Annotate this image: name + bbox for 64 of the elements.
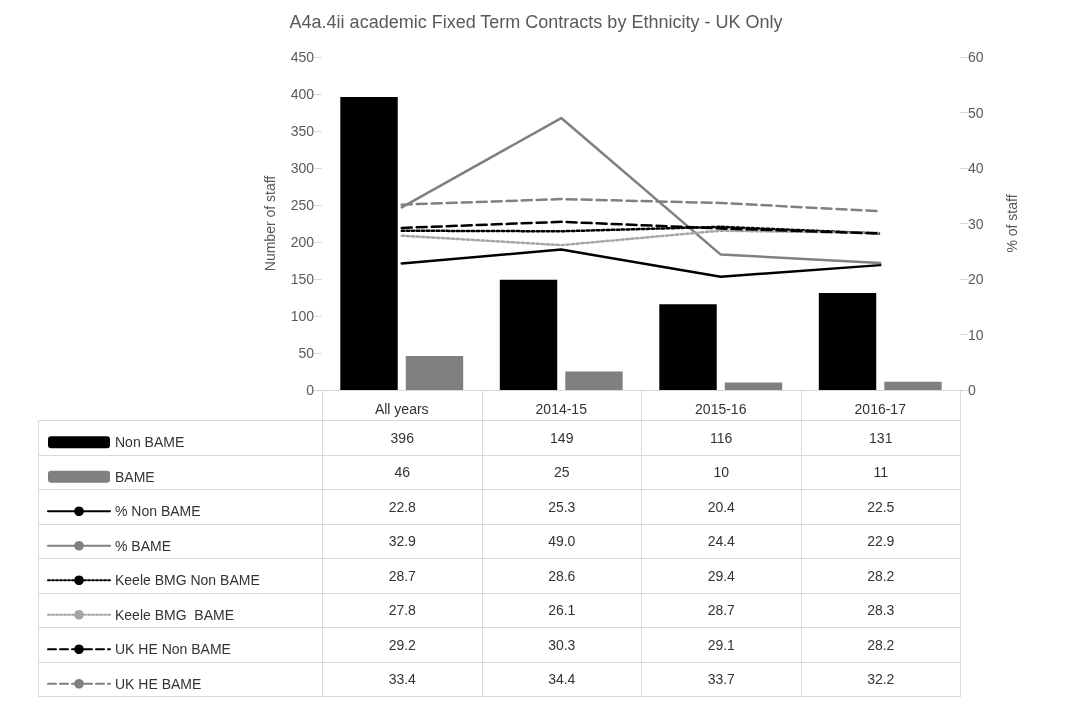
data-label: 25	[481, 454, 642, 490]
data-label: 22.5	[800, 489, 961, 525]
y-tick-label: 150	[290, 271, 315, 287]
y2-tick-label: 30	[968, 215, 984, 232]
legend-label: UK HE BAME	[115, 675, 202, 692]
legend-label: BAME	[115, 468, 155, 485]
data-label: 29.2	[322, 627, 483, 663]
data-label: 33.7	[641, 661, 802, 697]
data-label: 22.9	[800, 523, 961, 559]
data-label: 28.7	[641, 592, 802, 628]
y-tick-label: 450	[290, 49, 315, 65]
y2-tick-label: 10	[968, 326, 984, 343]
data-label: 29.1	[641, 627, 802, 663]
y-tick-label: 250	[290, 197, 315, 213]
x-tick-label: 2016-17	[854, 401, 907, 417]
data-label: 30.3	[481, 627, 642, 663]
data-label: 131	[800, 420, 961, 456]
y-tick-label: 100	[290, 308, 315, 324]
data-label: 28.2	[800, 558, 961, 594]
y2-tick-label: 60	[968, 49, 984, 65]
data-label: 29.4	[641, 558, 802, 594]
y-tick-label: 50	[298, 345, 315, 361]
y2-tick-label: 20	[968, 271, 984, 287]
data-label: 49.0	[481, 523, 642, 559]
legend-label: Non BAME	[115, 434, 185, 451]
data-label: 20.4	[641, 489, 802, 525]
legend-label: % Non BAME	[115, 503, 201, 520]
data-label: 25.3	[481, 489, 642, 525]
legend-label: % BAME	[115, 537, 172, 554]
y-tick-label: 400	[290, 86, 315, 102]
y2-axis-title: % of staff	[1004, 194, 1020, 253]
data-label: 28.7	[322, 558, 483, 594]
x-tick-label: 2014-15	[535, 401, 588, 417]
data-label: 32.9	[322, 523, 483, 559]
data-label: 149	[481, 420, 642, 456]
data-label: 396	[322, 420, 483, 456]
legend-label: UK HE Non BAME	[115, 641, 231, 658]
data-label: 116	[641, 420, 802, 456]
y-tick-label: 300	[290, 160, 315, 176]
y-tick-label: 350	[290, 123, 315, 139]
legend-label: Keele BMG BAME	[115, 606, 235, 623]
data-label: 24.4	[641, 523, 802, 559]
data-label: 28.3	[800, 592, 961, 628]
y-axis-title: Number of staff	[262, 175, 278, 272]
legend-label: Keele BMG Non BAME	[115, 572, 260, 589]
x-tick-label: All years	[374, 401, 429, 417]
data-label: 34.4	[481, 661, 642, 697]
data-label: 27.8	[322, 592, 483, 628]
x-tick-label: 2015-16	[695, 401, 747, 417]
chart-title: A4a.4ii academic Fixed Term Contracts by Ethnicity - UK Only	[289, 12, 783, 32]
data-label: 22.8	[322, 489, 483, 525]
data-label: 33.4	[322, 661, 483, 697]
data-label: 11	[800, 454, 961, 490]
data-label: 10	[641, 454, 802, 490]
y2-tick-label: 50	[968, 104, 984, 121]
y2-tick-label: 40	[968, 160, 984, 176]
data-label: 46	[322, 454, 483, 490]
y2-tick-label: 0	[968, 382, 976, 398]
y-tick-label: 0	[306, 382, 315, 398]
data-label: 28.2	[800, 627, 961, 663]
data-label: 28.6	[481, 558, 642, 594]
data-label: 32.2	[800, 661, 961, 697]
y-tick-label: 200	[290, 234, 315, 250]
data-label: 26.1	[481, 592, 642, 628]
